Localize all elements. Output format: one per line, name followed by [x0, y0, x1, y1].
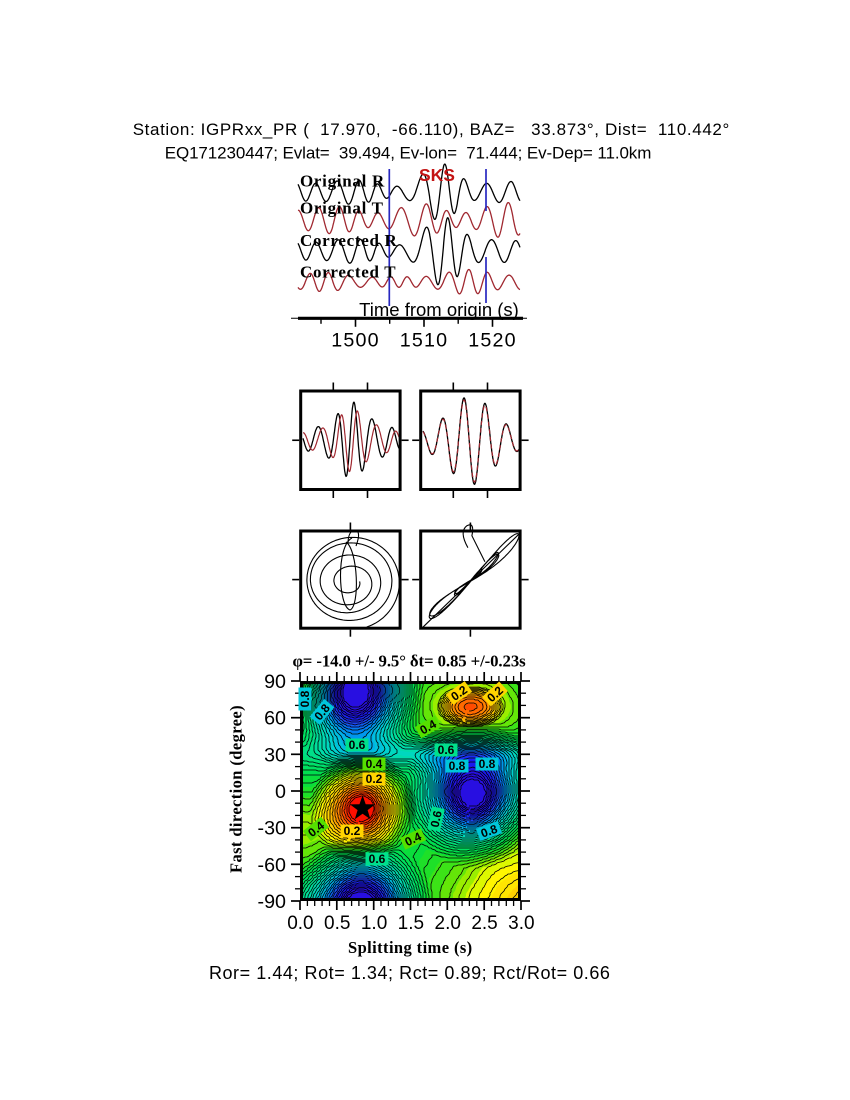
svg-text:2.0: 2.0: [435, 913, 461, 934]
svg-text:0.2: 0.2: [366, 772, 383, 786]
svg-text:Ror= 1.44; Rot= 1.34; Rct= 0.8: Ror= 1.44; Rot= 1.34; Rct= 0.89; Rct/Rot…: [209, 963, 611, 983]
svg-text:30: 30: [264, 744, 286, 766]
svg-text:2.5: 2.5: [471, 913, 497, 934]
svg-text:0.4: 0.4: [366, 757, 383, 771]
svg-text:0.6: 0.6: [428, 809, 445, 829]
svg-text:SKS: SKS: [419, 165, 455, 185]
svg-text:-90: -90: [258, 891, 287, 913]
svg-text:Corrected T: Corrected T: [300, 263, 396, 282]
svg-text:0.5: 0.5: [324, 913, 350, 934]
svg-text:0.0: 0.0: [287, 913, 313, 934]
svg-text:0.2: 0.2: [344, 824, 361, 838]
svg-text:0.8: 0.8: [449, 759, 466, 773]
svg-text:Original T: Original T: [300, 199, 384, 218]
svg-text:Station: IGPRxx_PR ( 17.970,: Station: IGPRxx_PR ( 17.970, -66.110), B…: [133, 120, 730, 139]
svg-text:0.8: 0.8: [479, 757, 496, 771]
svg-text:Fast direction (degree): Fast direction (degree): [227, 705, 246, 873]
svg-text:1.0: 1.0: [361, 913, 387, 934]
svg-text:0.8: 0.8: [479, 822, 500, 841]
svg-text:0.4: 0.4: [403, 829, 424, 849]
svg-text:90: 90: [264, 671, 286, 693]
svg-text:-30: -30: [258, 818, 287, 840]
svg-text:1510: 1510: [400, 330, 449, 352]
svg-text:0.6: 0.6: [369, 852, 386, 866]
svg-text:60: 60: [264, 708, 286, 730]
svg-text:-60: -60: [258, 854, 287, 876]
svg-text:φ= -14.0 +/- 9.5° δt= 0.85 +/-: φ= -14.0 +/- 9.5° δt= 0.85 +/-0.23s: [292, 652, 526, 671]
svg-text:Original R: Original R: [300, 172, 385, 191]
svg-text:EQ171230447; Evlat= 39.494, E: EQ171230447; Evlat= 39.494, Ev-lon= 71.4…: [165, 143, 652, 162]
svg-text:0.6: 0.6: [349, 738, 366, 752]
svg-text:0: 0: [275, 781, 286, 803]
svg-text:Time from origin (s): Time from origin (s): [359, 299, 519, 320]
svg-text:1.5: 1.5: [398, 913, 424, 934]
svg-text:1500: 1500: [331, 330, 380, 352]
svg-text:1520: 1520: [468, 330, 517, 352]
svg-text:0.8: 0.8: [298, 690, 312, 707]
svg-text:Corrected R: Corrected R: [300, 231, 398, 250]
svg-text:0.6: 0.6: [438, 743, 455, 757]
svg-text:Splitting time (s): Splitting time (s): [348, 938, 473, 957]
svg-text:3.0: 3.0: [508, 913, 534, 934]
